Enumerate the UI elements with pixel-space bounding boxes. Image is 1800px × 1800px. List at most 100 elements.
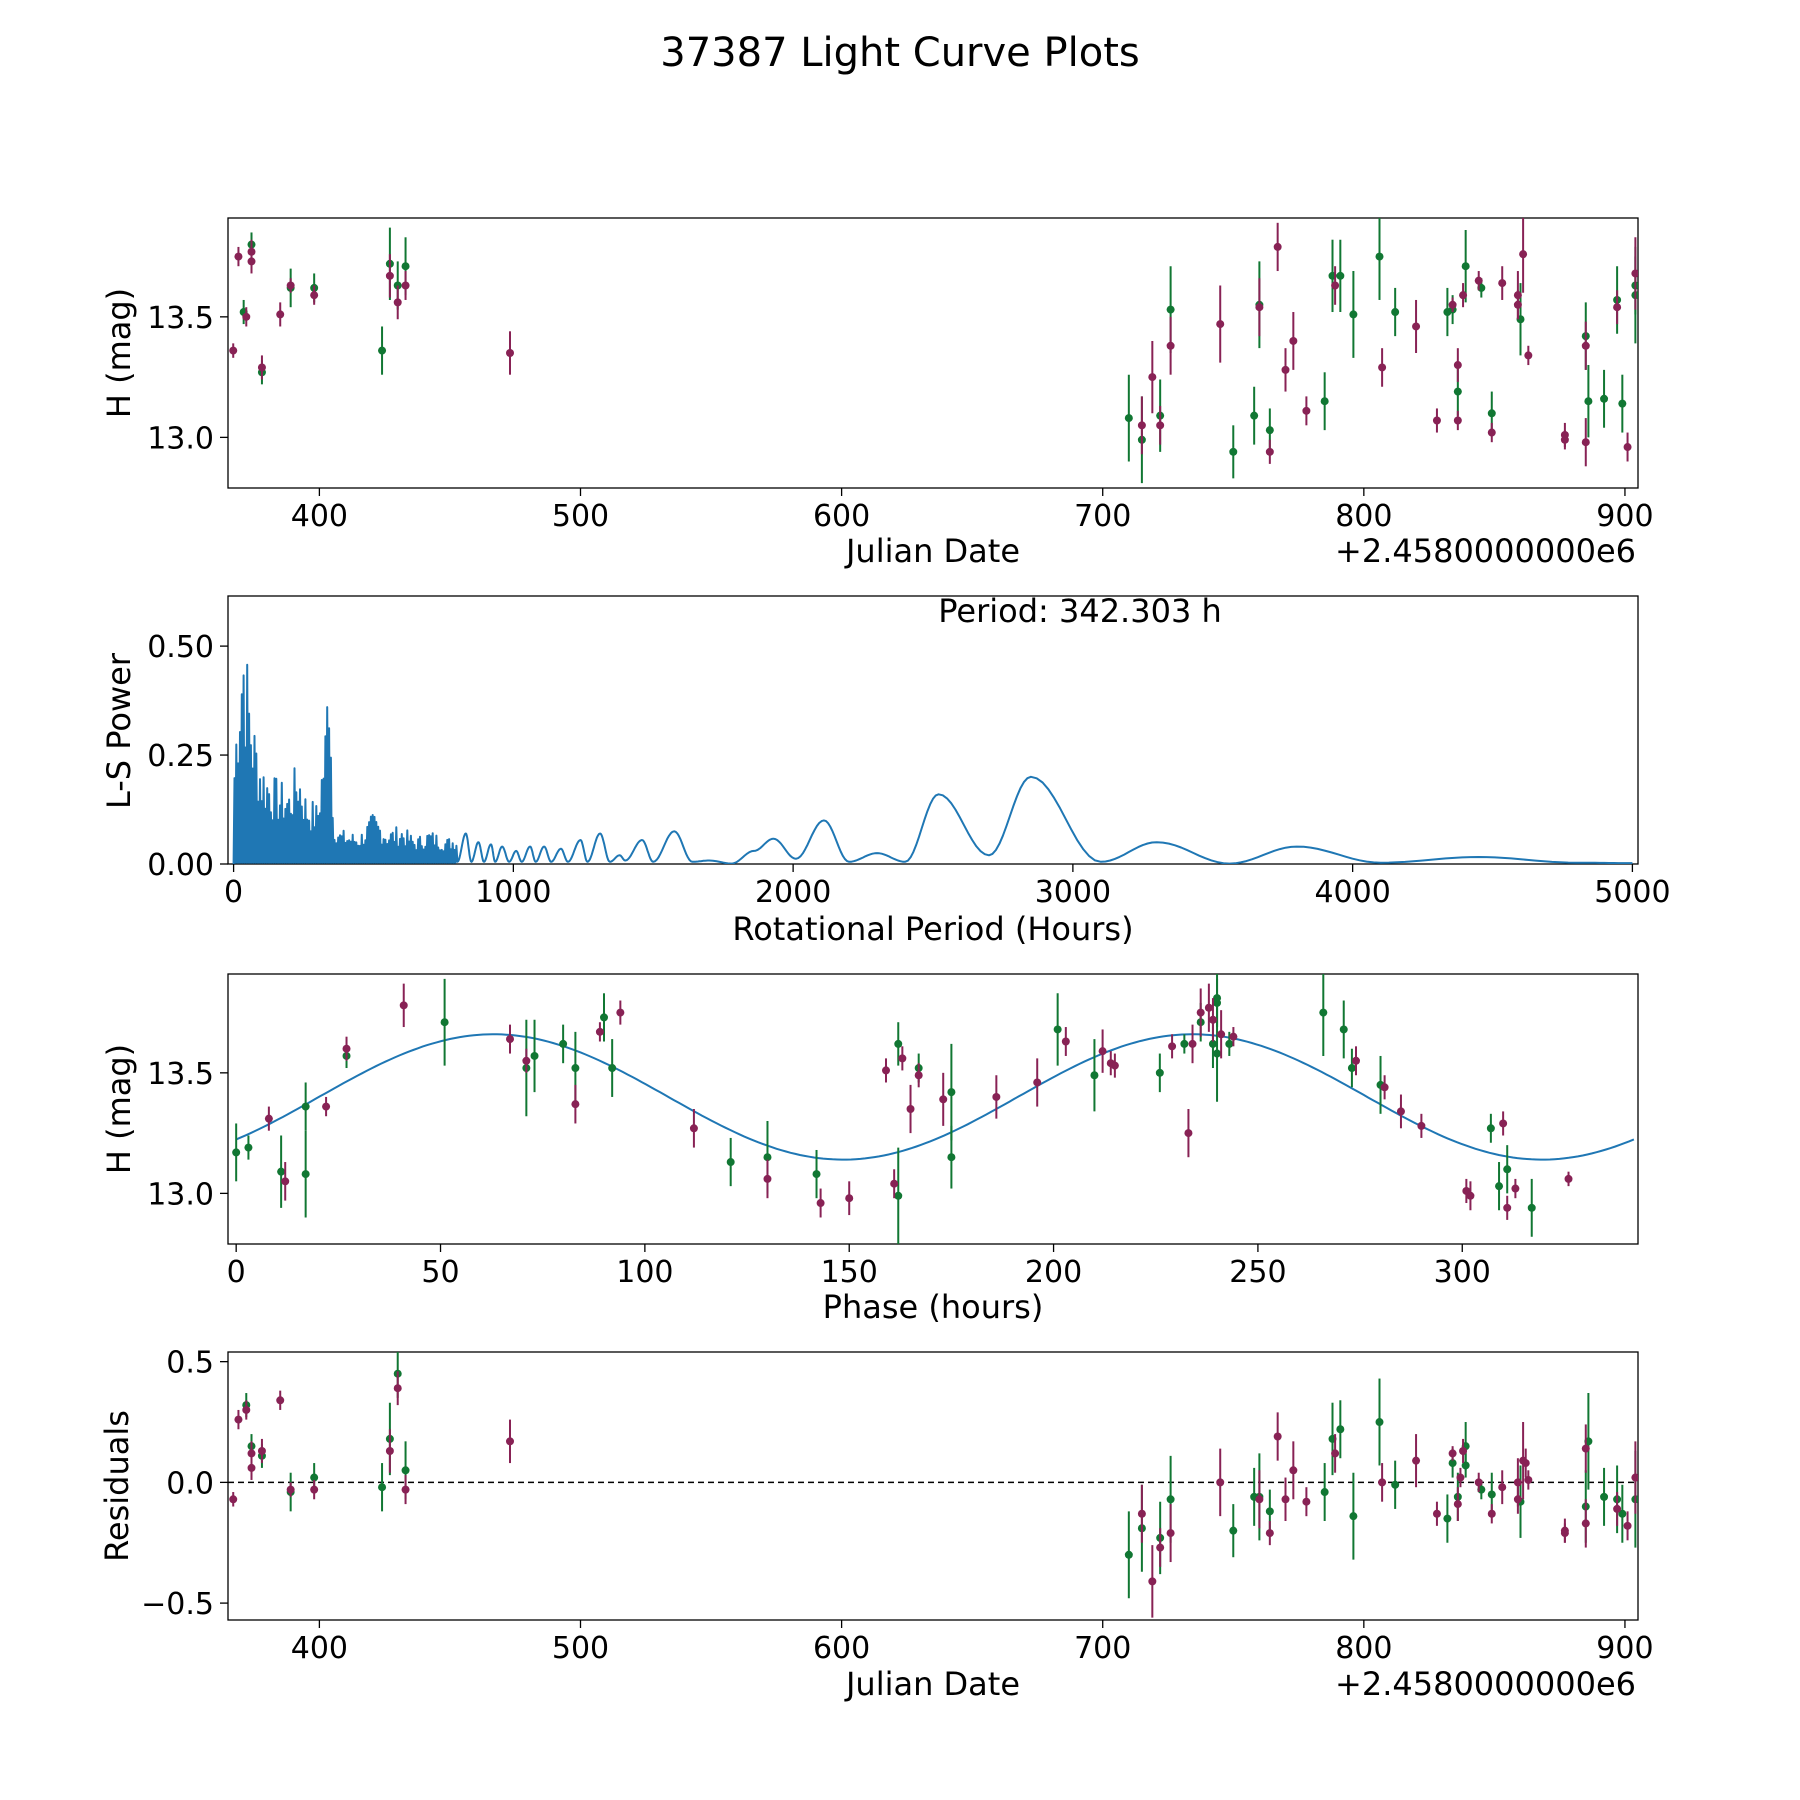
data-point	[1265, 447, 1274, 456]
data-point	[1166, 1495, 1175, 1504]
data-point	[1474, 276, 1483, 285]
data-point	[1265, 1529, 1274, 1538]
data-point	[1498, 1483, 1507, 1492]
data-point	[947, 1153, 956, 1162]
x-tick-label: 300	[1434, 1255, 1491, 1290]
data-point	[1432, 416, 1441, 425]
residuals-x-offset: +2.4580000000e6	[1335, 1665, 1636, 1703]
data-point	[301, 1102, 310, 1111]
x-tick-label: 2000	[755, 875, 831, 910]
data-point	[1513, 300, 1522, 309]
data-point	[1453, 361, 1462, 370]
data-point	[1336, 271, 1345, 280]
data-point	[229, 1495, 238, 1504]
data-point	[1124, 414, 1133, 423]
data-point	[1448, 1459, 1457, 1468]
data-point	[1521, 1459, 1530, 1468]
data-point	[1503, 1165, 1512, 1174]
plot-area	[228, 1352, 1638, 1618]
data-point	[595, 1027, 604, 1036]
x-tick-label: 500	[552, 499, 609, 534]
data-point	[1352, 1056, 1360, 1065]
data-point	[1331, 281, 1340, 290]
x-tick-label: 200	[1025, 1255, 1082, 1290]
y-tick-label: 0.50	[147, 630, 214, 665]
data-point	[571, 1064, 580, 1073]
data-point	[1613, 303, 1622, 312]
data-point	[281, 1177, 290, 1186]
data-point	[342, 1044, 351, 1053]
x-tick-label: 250	[1229, 1255, 1286, 1290]
power-spectrum-line	[232, 663, 1633, 864]
data-point	[1180, 1039, 1189, 1048]
data-point	[571, 1100, 580, 1109]
y-tick-label: 0.00	[147, 848, 214, 883]
data-point	[1499, 1119, 1508, 1128]
data-point	[600, 1013, 608, 1022]
data-point	[1281, 365, 1290, 374]
data-point	[906, 1105, 915, 1113]
data-point	[385, 1446, 394, 1455]
data-point	[276, 310, 285, 319]
residuals-xlabel: Julian Date	[844, 1665, 1020, 1703]
lightcurve-points	[229, 218, 1638, 484]
data-point	[1443, 1514, 1452, 1523]
data-point	[1412, 322, 1421, 331]
data-point	[1217, 1030, 1226, 1039]
data-point	[1375, 1418, 1384, 1427]
data-point	[1391, 1480, 1400, 1489]
x-tick-label: 5000	[1594, 875, 1670, 910]
data-point	[1148, 1577, 1157, 1586]
data-point	[1061, 1037, 1070, 1046]
data-point	[1396, 1107, 1405, 1116]
data-point	[1600, 394, 1609, 403]
x-tick-label: 150	[821, 1255, 878, 1290]
data-point	[1339, 1025, 1348, 1034]
data-point	[1631, 269, 1638, 278]
data-point	[1417, 1121, 1426, 1130]
data-point	[232, 1148, 241, 1157]
data-point	[506, 349, 514, 357]
data-point	[310, 1473, 319, 1482]
periodogram-xlabel: Rotational Period (Hours)	[732, 910, 1133, 948]
x-tick-label: 100	[616, 1255, 673, 1290]
data-point	[890, 1179, 899, 1188]
data-point	[1319, 1008, 1328, 1017]
data-point	[1466, 1191, 1475, 1200]
data-point	[393, 298, 402, 307]
lightcurve-panel: 400 500 600 700 800 900 13.0 13.5 Julian Date H…	[100, 217, 1654, 570]
data-point	[992, 1092, 1001, 1101]
y-tick-label: −0.5	[141, 1587, 214, 1622]
plot-area	[229, 218, 1638, 484]
data-point	[763, 1174, 772, 1183]
data-point	[1204, 1003, 1213, 1012]
x-tick-label: 800	[1335, 499, 1392, 534]
residuals-points	[228, 1352, 1638, 1618]
x-tick-label: 400	[291, 499, 348, 534]
x-tick-label: 700	[1074, 1631, 1131, 1666]
data-point	[229, 346, 238, 355]
data-point	[1229, 447, 1238, 456]
x-tick-label: 700	[1074, 499, 1131, 534]
data-point	[1349, 310, 1358, 319]
plot-area	[232, 663, 1633, 864]
data-point	[1623, 443, 1632, 452]
periodogram-line	[232, 663, 1633, 864]
periodogram-panel: 0 1000 2000 3000 4000 5000 0.00 0.25 0.50 Period…	[100, 592, 1671, 948]
data-point	[1281, 1495, 1290, 1504]
data-point	[1033, 1078, 1042, 1087]
data-point	[845, 1194, 854, 1203]
data-point	[1503, 1203, 1512, 1212]
residuals-panel: 400 500 600 700 800 900 −0.5 0.0 0.5 Julian Date…	[98, 1346, 1654, 1703]
x-tick-label: 800	[1335, 1631, 1392, 1666]
data-point	[898, 1054, 907, 1063]
data-point	[234, 1415, 243, 1424]
residuals-ticks: 400 500 600 700 800 900 −0.5 0.0 0.5	[141, 1346, 1653, 1666]
figure-title: 37387 Light Curve Plots	[660, 30, 1139, 76]
data-point	[1250, 411, 1259, 420]
phased-ylabel: H (mag)	[100, 1044, 138, 1174]
period-annotation: Period: 342.303 h	[938, 592, 1222, 630]
data-point	[1461, 1461, 1470, 1470]
phased-xlabel: Phase (hours)	[823, 1288, 1044, 1326]
